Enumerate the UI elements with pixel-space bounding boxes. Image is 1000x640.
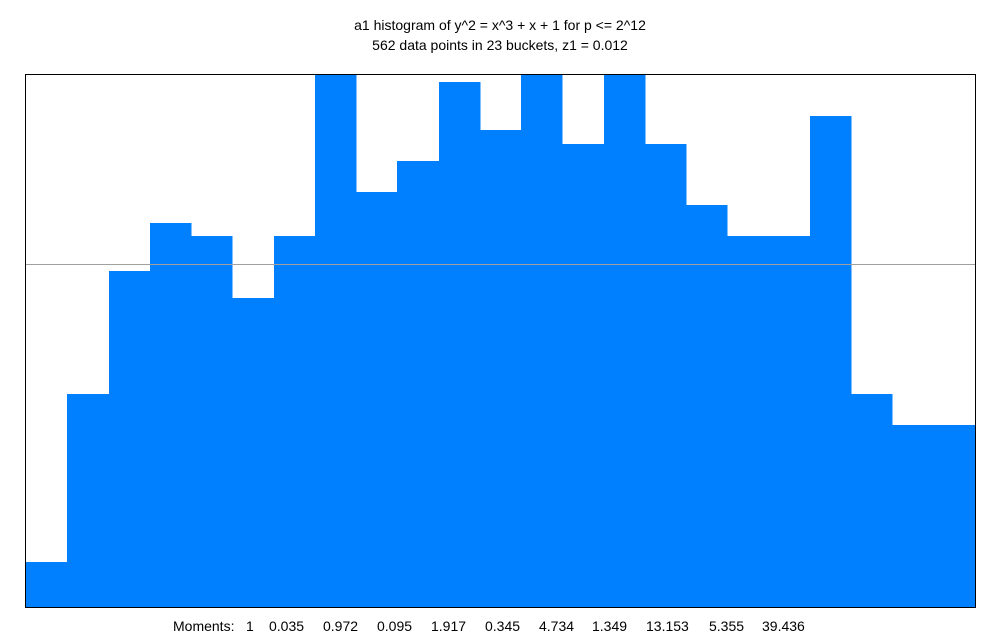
histogram-bar-12 bbox=[480, 130, 522, 607]
histogram-bar-5 bbox=[191, 236, 233, 607]
histogram-bar-3 bbox=[109, 271, 151, 607]
histogram-bar-16 bbox=[645, 144, 687, 607]
moment-value-11: 39.436 bbox=[762, 618, 805, 634]
histogram-bar-6 bbox=[232, 298, 275, 607]
moment-value-9: 13.153 bbox=[646, 618, 689, 634]
histogram-bar-11 bbox=[439, 82, 481, 607]
histogram-bar-7 bbox=[274, 236, 316, 607]
histogram-bar-4 bbox=[150, 223, 192, 607]
moment-value-7: 4.734 bbox=[539, 618, 575, 634]
histogram-bar-10 bbox=[397, 161, 440, 607]
chart-subtitle: 562 data points in 23 buckets, z1 = 0.01… bbox=[372, 37, 628, 53]
moment-value-4: 0.095 bbox=[377, 618, 413, 634]
moments-row: Moments: 1 0.035 0.972 0.095 1.917 0.345 4.734… bbox=[0, 617, 1000, 635]
moment-value-8: 1.349 bbox=[592, 618, 628, 634]
histogram-bar-2 bbox=[67, 394, 110, 607]
histogram-bar-9 bbox=[356, 192, 398, 607]
moment-value-3: 0.972 bbox=[323, 618, 359, 634]
histogram-bar-22 bbox=[892, 425, 935, 607]
histogram-bar-14 bbox=[562, 144, 605, 607]
histogram-bar-20 bbox=[810, 116, 852, 607]
plot-frame bbox=[25, 74, 976, 608]
histogram-bar-18 bbox=[727, 236, 770, 607]
moment-value-5: 1.917 bbox=[431, 618, 467, 634]
histogram-bar-17 bbox=[686, 205, 728, 607]
histogram-bar-8 bbox=[315, 75, 357, 607]
moment-value-2: 0.035 bbox=[269, 618, 305, 634]
moment-value-6: 0.345 bbox=[485, 618, 521, 634]
histogram-bars bbox=[26, 75, 976, 607]
moment-value-1: 1 bbox=[246, 618, 254, 634]
moment-value-10: 5.355 bbox=[709, 618, 745, 634]
histogram-bar-21 bbox=[851, 394, 893, 607]
histogram-bar-1 bbox=[26, 562, 68, 607]
chart-title: a1 histogram of y^2 = x^3 + x + 1 for p … bbox=[354, 17, 646, 33]
histogram-bar-23 bbox=[934, 425, 976, 607]
moments-label: Moments: bbox=[173, 618, 235, 634]
histogram-bar-13 bbox=[521, 75, 563, 607]
histogram-bar-19 bbox=[769, 236, 811, 607]
histogram-bar-15 bbox=[604, 75, 646, 607]
